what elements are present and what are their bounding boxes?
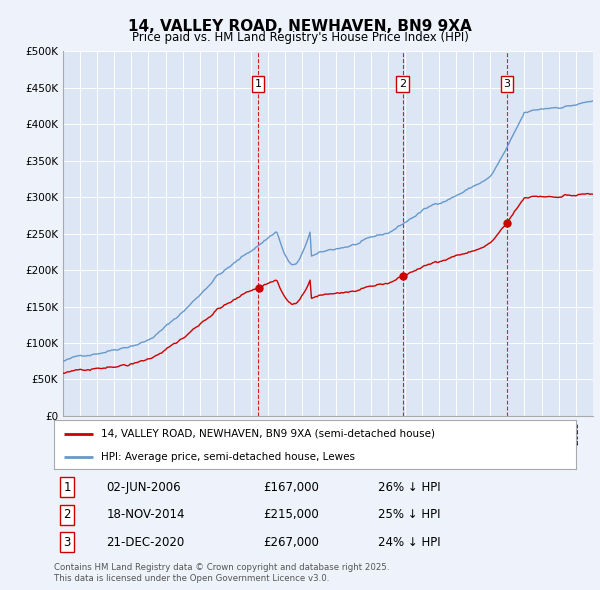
Text: 24% ↓ HPI: 24% ↓ HPI	[377, 536, 440, 549]
Text: 26% ↓ HPI: 26% ↓ HPI	[377, 481, 440, 494]
Text: 02-JUN-2006: 02-JUN-2006	[106, 481, 181, 494]
Text: £215,000: £215,000	[263, 508, 319, 522]
Text: 18-NOV-2014: 18-NOV-2014	[106, 508, 185, 522]
Text: 3: 3	[64, 536, 71, 549]
Text: 1: 1	[254, 79, 262, 89]
Text: 14, VALLEY ROAD, NEWHAVEN, BN9 9XA (semi-detached house): 14, VALLEY ROAD, NEWHAVEN, BN9 9XA (semi…	[101, 429, 435, 439]
Text: 25% ↓ HPI: 25% ↓ HPI	[377, 508, 440, 522]
Text: 14, VALLEY ROAD, NEWHAVEN, BN9 9XA: 14, VALLEY ROAD, NEWHAVEN, BN9 9XA	[128, 19, 472, 34]
Text: 3: 3	[503, 79, 511, 89]
Text: Price paid vs. HM Land Registry's House Price Index (HPI): Price paid vs. HM Land Registry's House …	[131, 31, 469, 44]
Text: 2: 2	[64, 508, 71, 522]
Text: 2: 2	[399, 79, 406, 89]
Text: £267,000: £267,000	[263, 536, 319, 549]
Text: HPI: Average price, semi-detached house, Lewes: HPI: Average price, semi-detached house,…	[101, 452, 355, 462]
Text: £167,000: £167,000	[263, 481, 319, 494]
Text: Contains HM Land Registry data © Crown copyright and database right 2025.
This d: Contains HM Land Registry data © Crown c…	[54, 563, 389, 583]
Text: 21-DEC-2020: 21-DEC-2020	[106, 536, 184, 549]
Text: 1: 1	[64, 481, 71, 494]
